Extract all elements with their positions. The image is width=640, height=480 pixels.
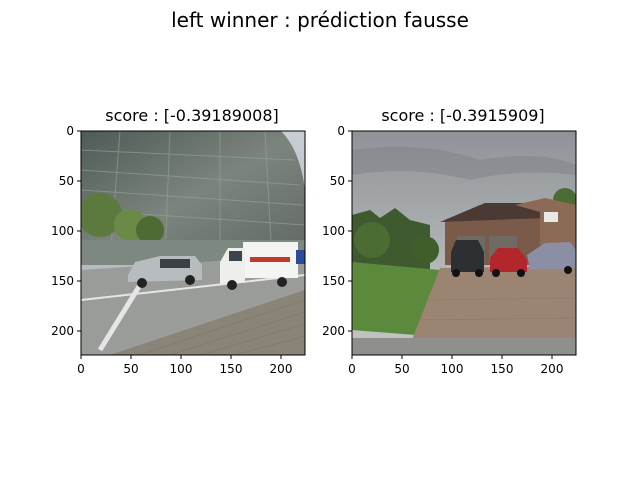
left-xtick-label: 150 (220, 362, 243, 376)
left-axes-frame (80, 130, 306, 356)
left-ytick-label: 200 (51, 324, 74, 338)
left-xtick-label: 200 (270, 362, 293, 376)
figure-suptitle: left winner : prédiction fausse (171, 8, 469, 32)
right-xtick-label: 100 (441, 362, 464, 376)
right-xtick-label: 150 (491, 362, 514, 376)
left-ytick-label: 0 (66, 124, 74, 138)
right-xtick-label: 50 (394, 362, 409, 376)
left-xtick-label: 100 (170, 362, 193, 376)
right-xtick-label: 0 (348, 362, 356, 376)
right-panel-title: score : [-0.3915909] (381, 106, 545, 125)
right-xtick-label: 200 (541, 362, 564, 376)
left-axes-ticks: 0 50 100 150 200 0 50 100 150 200 (51, 124, 292, 376)
left-ytick-label: 150 (51, 274, 74, 288)
right-ytick-label: 150 (322, 274, 345, 288)
left-street-view-image (81, 131, 305, 355)
left-ytick-label: 50 (59, 174, 74, 188)
right-axes-frame (351, 130, 577, 356)
right-ytick-label: 200 (322, 324, 345, 338)
left-ytick-label: 100 (51, 224, 74, 238)
left-xtick-label: 50 (123, 362, 138, 376)
right-ytick-label: 0 (337, 124, 345, 138)
left-panel-title: score : [-0.39189008] (105, 106, 279, 125)
left-xtick-label: 0 (77, 362, 85, 376)
right-ytick-label: 50 (330, 174, 345, 188)
right-street-view-image (352, 131, 576, 355)
right-ytick-label: 100 (322, 224, 345, 238)
right-axes-ticks: 0 50 100 150 200 0 50 100 150 200 (322, 124, 563, 376)
